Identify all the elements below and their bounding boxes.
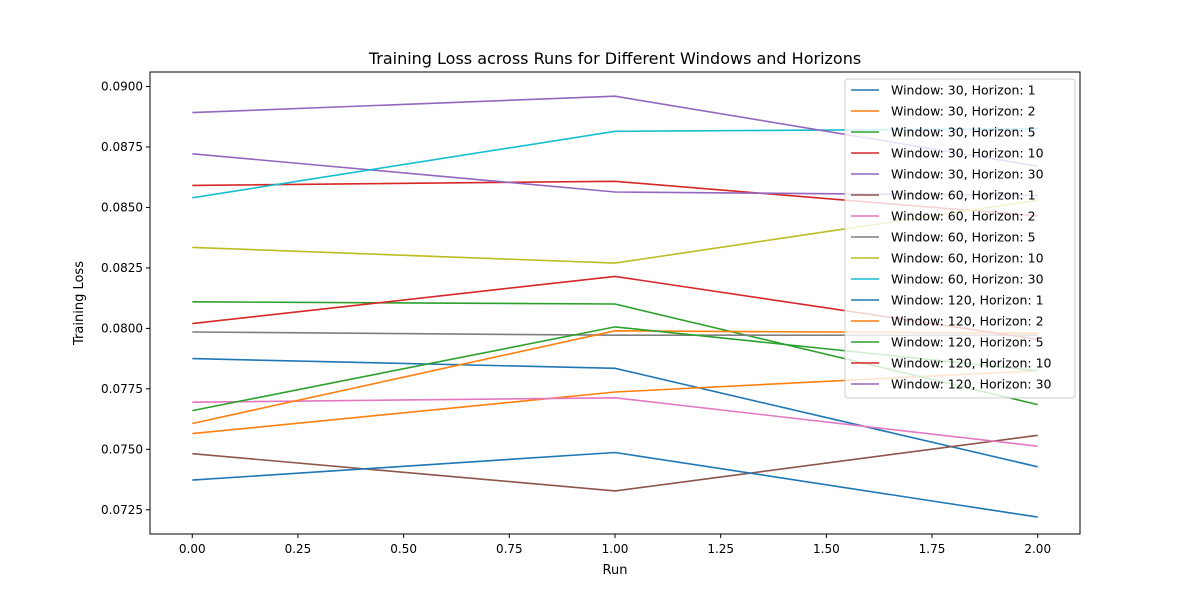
legend-label-14: Window: 120, Horizon: 10 — [891, 356, 1052, 371]
chart-title: Training Loss across Runs for Different … — [368, 49, 861, 68]
y-tick-label: 0.0775 — [101, 382, 143, 396]
y-tick-label: 0.0800 — [101, 321, 143, 335]
legend-label-1: Window: 30, Horizon: 1 — [891, 83, 1036, 98]
legend-label-13: Window: 120, Horizon: 5 — [891, 335, 1044, 350]
x-tick-label: 0.75 — [496, 542, 523, 556]
legend-label-6: Window: 60, Horizon: 1 — [891, 188, 1036, 203]
legend-label-2: Window: 30, Horizon: 2 — [891, 104, 1036, 119]
y-tick-label: 0.0750 — [101, 442, 143, 456]
legend: Window: 30, Horizon: 1 Window: 30, Horizo… — [844, 78, 1076, 399]
x-axis-label: Run — [603, 563, 628, 578]
legend-label-5: Window: 30, Horizon: 30 — [891, 167, 1044, 182]
x-tick-label: 0.00 — [179, 542, 206, 556]
legend-label-15: Window: 120, Horizon: 30 — [891, 377, 1052, 392]
y-tick-label: 0.0900 — [101, 80, 143, 94]
legend-label-12: Window: 120, Horizon: 2 — [891, 314, 1044, 329]
y-tick-label: 0.0875 — [101, 140, 143, 154]
y-tick-label: 0.0850 — [101, 200, 143, 214]
y-axis-label: Training Loss — [72, 261, 87, 346]
series-line-7 — [192, 396, 1038, 447]
x-tick-label: 1.50 — [813, 542, 840, 556]
legend-label-9: Window: 60, Horizon: 10 — [891, 251, 1044, 266]
legend-label-10: Window: 60, Horizon: 30 — [891, 272, 1044, 287]
legend-label-3: Window: 30, Horizon: 5 — [891, 125, 1036, 140]
series-line-11 — [192, 451, 1038, 518]
x-tick-label: 0.50 — [390, 542, 417, 556]
series-line-1 — [192, 357, 1038, 468]
legend-label-11: Window: 120, Horizon: 1 — [891, 293, 1044, 308]
legend-label-8: Window: 60, Horizon: 5 — [891, 230, 1036, 245]
legend-label-4: Window: 30, Horizon: 10 — [891, 146, 1044, 161]
y-tick-label: 0.0825 — [101, 261, 143, 275]
x-tick-label: 1.00 — [602, 542, 629, 556]
y-axis: 0.0725 0.0750 0.0775 0.0800 0.0825 0.0850 0.08… — [101, 80, 150, 517]
x-tick-label: 2.00 — [1024, 542, 1051, 556]
legend-label-7: Window: 60, Horizon: 2 — [891, 209, 1036, 224]
legend-box — [844, 78, 1076, 399]
x-tick-label: 1.75 — [919, 542, 946, 556]
x-axis: 0.00 0.25 0.50 0.75 1.00 1.25 1.50 1.75 2.00 — [179, 534, 1051, 556]
y-tick-label: 0.0725 — [101, 503, 143, 517]
x-tick-label: 0.25 — [285, 542, 312, 556]
series-line-6 — [192, 434, 1038, 492]
x-tick-label: 1.25 — [707, 542, 734, 556]
